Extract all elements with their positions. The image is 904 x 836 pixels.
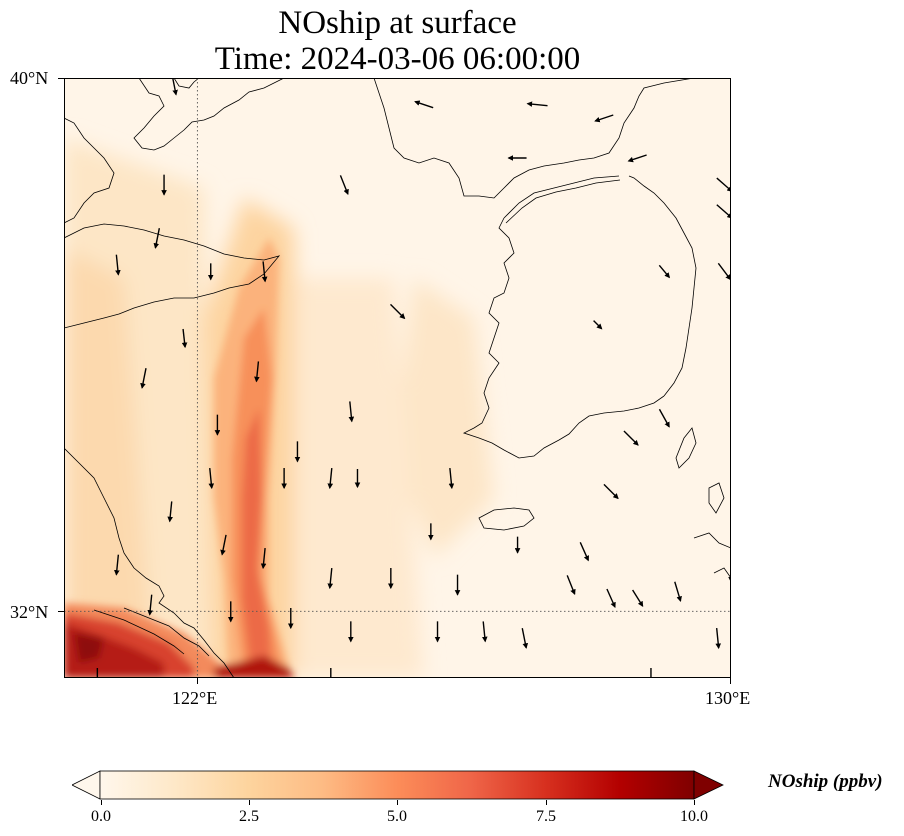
- wind-vector-arrow: [579, 542, 589, 562]
- cbar-tick-10: [694, 800, 695, 805]
- wind-vector-arrow: [390, 303, 406, 320]
- lon-tick-122: [197, 678, 198, 684]
- cbar-tick-7-5: [546, 800, 547, 805]
- lat-label-32: 32°N: [10, 602, 49, 622]
- lon-tick-130: [730, 678, 731, 684]
- wind-vector-arrow: [632, 589, 644, 607]
- wind-vector-arrow: [658, 408, 670, 428]
- lat-tick-40: [58, 78, 64, 79]
- wind-vector-arrow: [254, 361, 260, 383]
- wind-vector-arrow: [327, 467, 334, 490]
- wind-vector-arrow: [167, 501, 173, 523]
- wind-vector-arrow: [603, 483, 619, 500]
- wind-vector-arrow: [448, 467, 455, 490]
- wind-vector-arrow: [140, 368, 147, 389]
- cbar-tick-5: [397, 800, 398, 805]
- wind-vector-arrow: [220, 534, 227, 556]
- wind-vector-arrow: [208, 467, 215, 490]
- cbar-label-0: 0.0: [91, 808, 111, 825]
- wind-vector-arrow: [566, 575, 576, 595]
- cbar-label-5: 5.0: [387, 808, 407, 825]
- wind-vector-arrow: [481, 621, 488, 643]
- colorbar-extend-low: [72, 770, 101, 800]
- cbar-label-2-5: 2.5: [239, 808, 259, 825]
- wind-vector-arrow: [260, 547, 267, 570]
- lon-label-130: 130°E: [705, 688, 751, 708]
- wind-vector-arrow: [623, 430, 639, 446]
- wind-vector-arrow: [717, 262, 731, 281]
- lat-tick-32: [58, 611, 64, 612]
- ship-lane-plume: [64, 238, 294, 678]
- wind-vector-arrow: [261, 261, 268, 283]
- colorbar-extend-high: [693, 770, 724, 800]
- wind-vector-arrow: [115, 254, 121, 276]
- wind-vector-arrow: [348, 401, 355, 423]
- colorbar-title: NOship (ppbv): [768, 771, 883, 792]
- wind-vector-arrow: [716, 204, 731, 219]
- colorbar: [72, 770, 724, 800]
- wind-vector-arrow: [716, 177, 731, 192]
- coastlines: [64, 78, 731, 678]
- cbar-label-10: 10.0: [680, 808, 708, 825]
- wind-vector-arrow: [627, 154, 647, 163]
- wind-vector-arrow: [339, 175, 349, 195]
- wind-vector-arrow: [327, 567, 334, 590]
- map-title: NOship at surface: [278, 5, 517, 41]
- wind-vector-arrow: [521, 628, 529, 649]
- colorbar-gradient: [99, 770, 695, 800]
- wind-vector-arrow: [606, 588, 616, 609]
- map-area: [64, 78, 731, 678]
- cbar-label-7-5: 7.5: [536, 808, 556, 825]
- wind-vector-arrow: [593, 320, 603, 330]
- wind-vector-arrow: [658, 264, 671, 279]
- wind-vector-arrow: [715, 627, 721, 650]
- lat-label-40: 40°N: [10, 68, 49, 88]
- wind-vector-arrow: [153, 228, 161, 249]
- cbar-tick-0: [101, 800, 102, 805]
- wind-vectors: [96, 78, 731, 678]
- wind-vector-arrow: [674, 581, 682, 602]
- lon-label-122: 122°E: [172, 688, 218, 708]
- wind-vector-arrow: [147, 594, 153, 616]
- wind-vector-arrow: [594, 114, 614, 123]
- wind-vector-arrow: [181, 328, 188, 349]
- wind-vector-arrow: [114, 554, 120, 576]
- wind-vector-arrow: [414, 100, 434, 109]
- map-subtitle-time: Time: 2024-03-06 06:00:00: [214, 41, 581, 77]
- wind-vector-arrow: [526, 101, 548, 107]
- cbar-tick-2-5: [249, 800, 250, 805]
